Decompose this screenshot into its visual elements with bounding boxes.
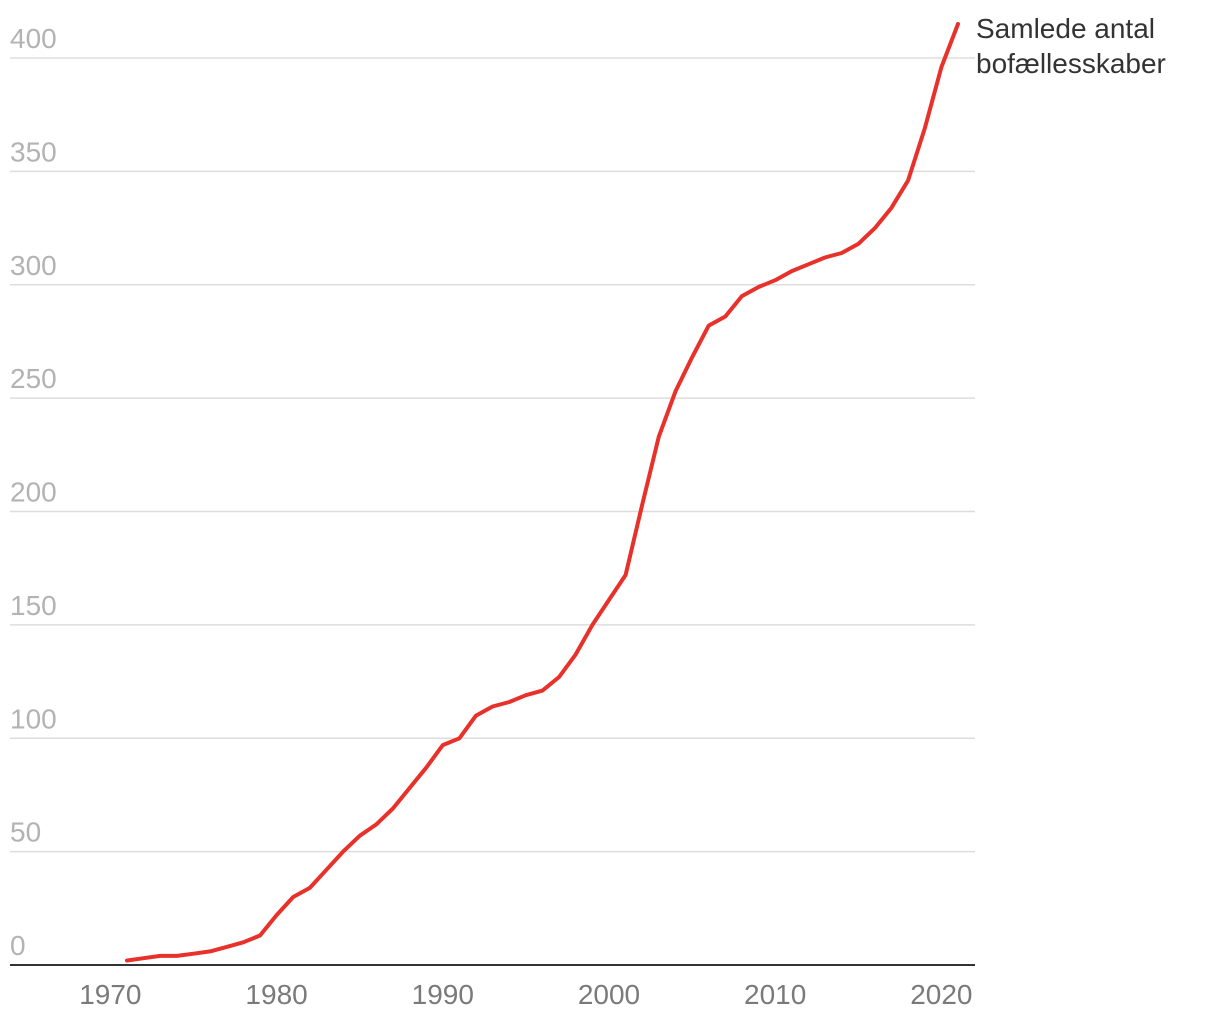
x-tick-label: 1970 [79,979,141,1010]
y-tick-label: 400 [10,23,57,54]
y-tick-label: 350 [10,136,57,167]
x-tick-label: 1990 [412,979,474,1010]
y-tick-label: 100 [10,703,57,734]
y-tick-label: 150 [10,590,57,621]
y-tick-label: 200 [10,477,57,508]
y-tick-label: 300 [10,250,57,281]
x-tick-label: 2000 [578,979,640,1010]
x-tick-label: 2020 [910,979,972,1010]
series-line [125,22,960,963]
x-axis-ticks: 1970 1980 1990 2000 2010 2020 [79,979,972,1010]
x-tick-label: 2010 [744,979,806,1010]
series-label-line: Samlede antal [976,13,1155,44]
y-tick-label: 250 [10,363,57,394]
series-label-line: bofællesskaber [976,48,1166,79]
y-tick-label: 0 [10,930,26,961]
x-tick-label: 1980 [245,979,307,1010]
y-tick-label: 50 [10,817,41,848]
gridlines [10,57,975,853]
y-axis-ticks: 0 50 100 150 200 250 300 350 400 [10,23,57,961]
series-layer: Samlede antal bofællesskaber [125,13,1166,963]
series-label: Samlede antal bofællesskaber [976,13,1166,79]
